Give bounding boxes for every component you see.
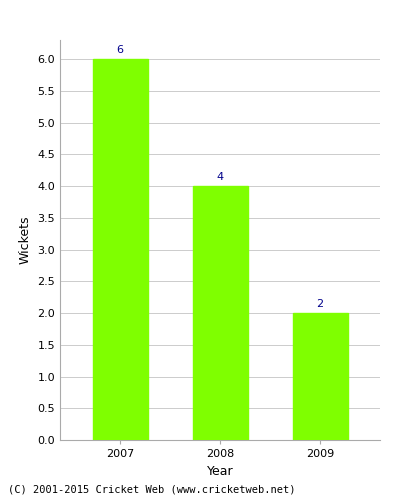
Text: 4: 4 <box>216 172 224 181</box>
Bar <box>292 313 348 440</box>
Text: 6: 6 <box>116 44 124 54</box>
Text: (C) 2001-2015 Cricket Web (www.cricketweb.net): (C) 2001-2015 Cricket Web (www.cricketwe… <box>8 485 296 495</box>
Text: 2: 2 <box>316 298 324 308</box>
X-axis label: Year: Year <box>207 464 233 477</box>
Y-axis label: Wickets: Wickets <box>19 216 32 264</box>
Bar <box>192 186 248 440</box>
Bar <box>92 59 148 440</box>
